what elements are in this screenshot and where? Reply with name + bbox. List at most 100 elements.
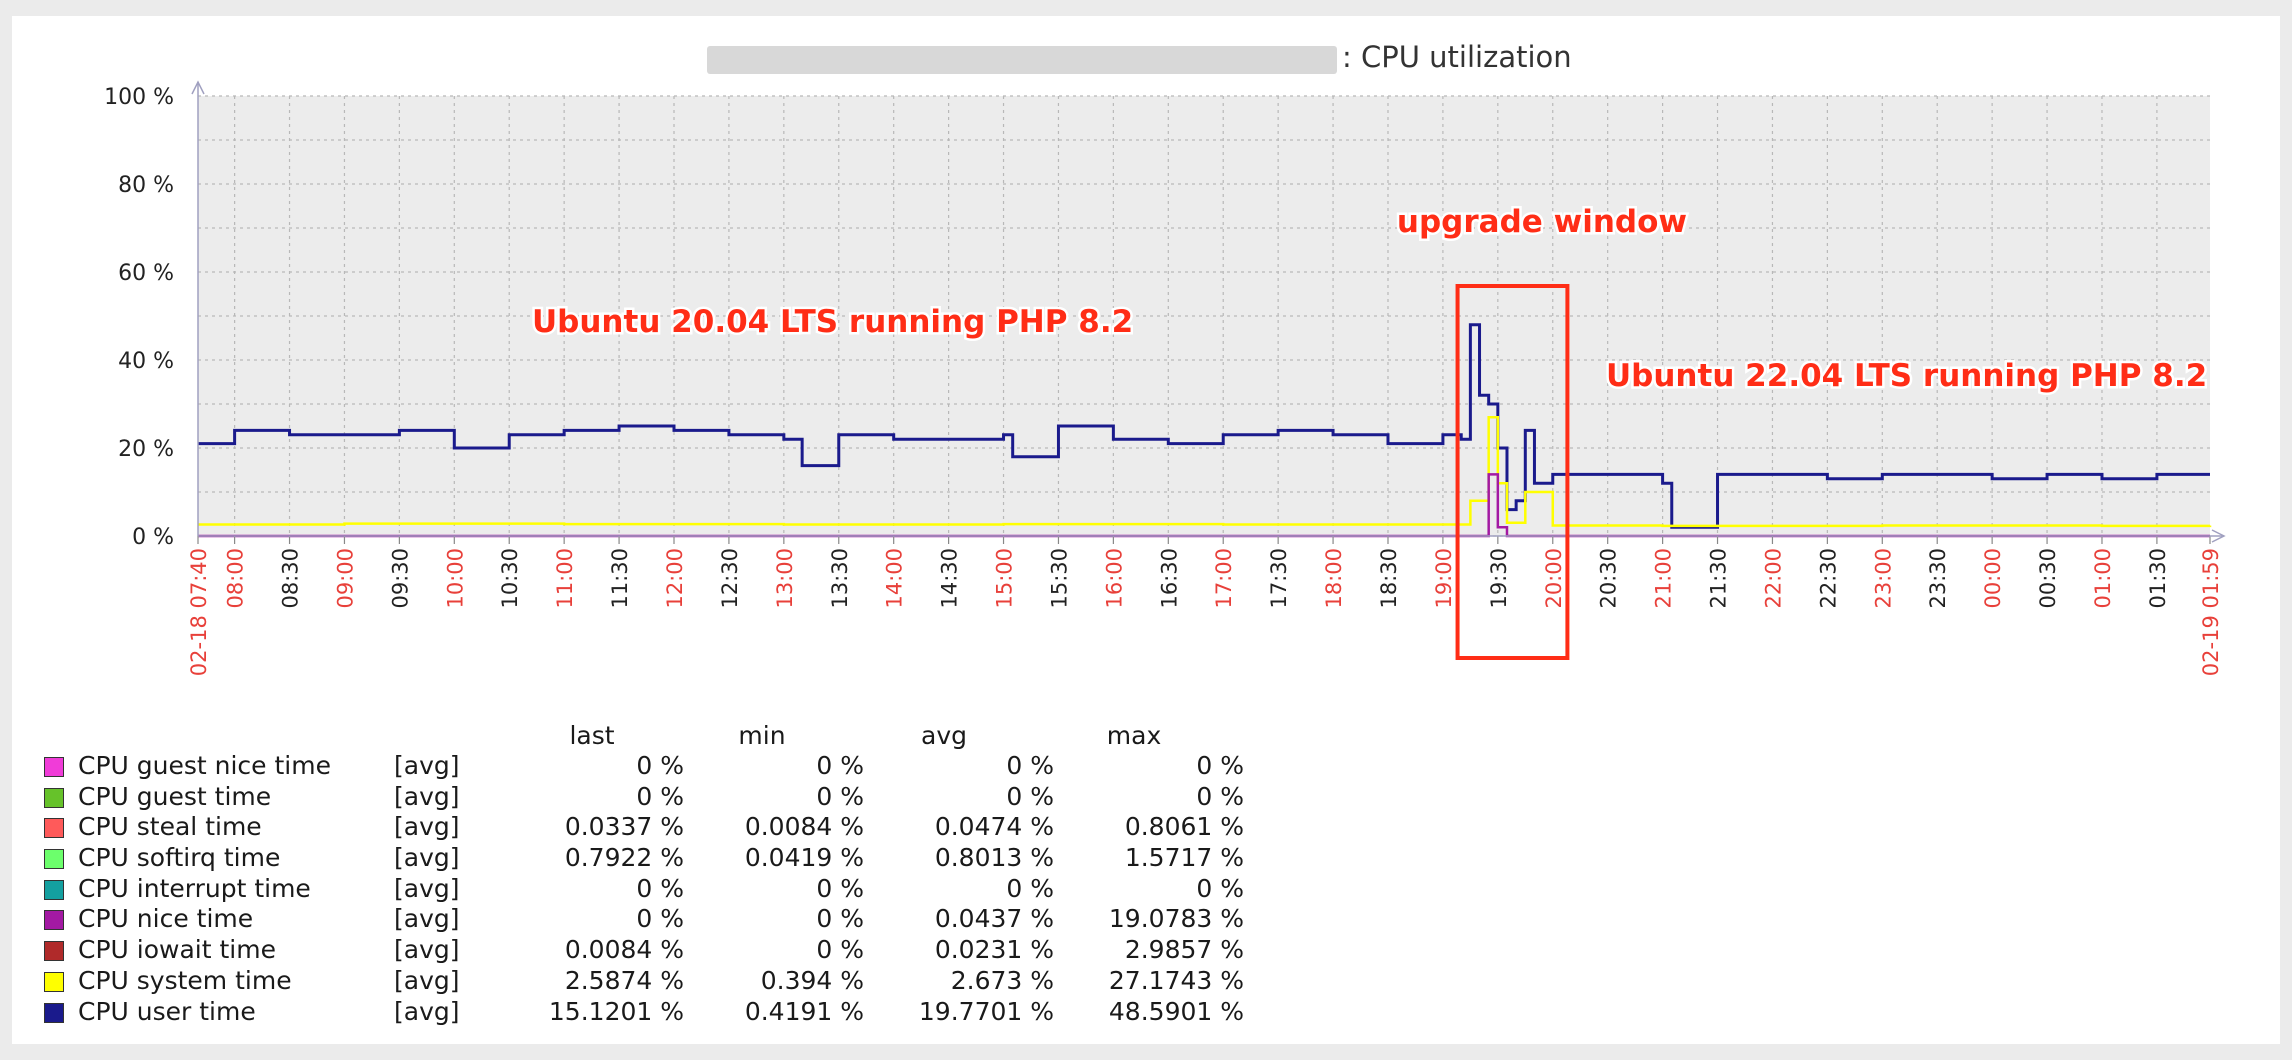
legend-series-name: CPU user time <box>78 996 256 1026</box>
legend-avg: 0.8013 % <box>934 843 1054 873</box>
legend-min: 0 % <box>816 904 864 934</box>
legend-min: 0.0084 % <box>744 812 864 842</box>
legend-header-avg: avg <box>921 721 967 750</box>
legend-row: CPU steal time [avg] 0.0337 % 0.0084 % 0.047… <box>44 812 1244 843</box>
x-tick-label: 12:30 <box>718 548 742 609</box>
legend-header-last: last <box>569 721 615 750</box>
legend-last: 2.5874 % <box>564 965 684 995</box>
legend-swatch <box>44 910 64 931</box>
legend-last: 0 % <box>636 904 684 934</box>
legend-function: [avg] <box>394 781 460 811</box>
legend-row: CPU nice time [avg] 0 % 0 % 0.0437 % 19.0783 … <box>44 904 1244 935</box>
x-tick-label: 01:30 <box>2146 548 2170 609</box>
x-tick-label: 11:00 <box>553 548 577 609</box>
y-tick-label: 0 % <box>132 525 174 550</box>
x-tick-label: 20:00 <box>1542 548 1566 609</box>
legend-series-name: CPU guest time <box>78 781 272 811</box>
legend-max: 0.8061 % <box>1124 812 1244 842</box>
x-tick-label: 08:00 <box>224 548 248 609</box>
x-tick-label: 00:00 <box>1981 548 2005 609</box>
legend-series-name: CPU interrupt time <box>78 873 311 903</box>
cpu-utilization-chart: 100 % 80 % 60 % 40 % 20 % 0 % 02-18 07:40 08:00… <box>104 40 2226 676</box>
annotation-label: Ubuntu 20.04 LTS running PHP 8.2 <box>532 304 1133 340</box>
legend-last: 0.0337 % <box>564 812 684 842</box>
annotation-label: upgrade window <box>1397 204 1687 240</box>
legend-min: 0 % <box>816 935 864 965</box>
legend-series-name: CPU system time <box>78 965 292 995</box>
legend-series-name: CPU softirq time <box>78 843 281 873</box>
legend-last: 0.0084 % <box>564 935 684 965</box>
y-tick-label: 40 % <box>118 349 174 374</box>
legend-function: [avg] <box>394 873 460 903</box>
x-tick-label: 02-19 01:59 <box>2199 548 2223 676</box>
legend-row: CPU guest nice time [avg] 0 % 0 % 0 % 0 % <box>44 751 1244 782</box>
legend-row: CPU guest time [avg] 0 % 0 % 0 % 0 % <box>44 782 1244 813</box>
legend-avg: 0 % <box>1006 751 1054 780</box>
legend-avg: 0.0474 % <box>934 812 1054 842</box>
legend-min: 0 % <box>816 781 864 811</box>
x-tick-label: 16:30 <box>1157 548 1181 609</box>
legend-max: 0 % <box>1196 751 1244 780</box>
legend-min: 0.394 % <box>760 965 864 995</box>
legend-function: [avg] <box>394 812 460 842</box>
x-tick-label: 09:00 <box>333 548 357 609</box>
legend-row: CPU softirq time [avg] 0.7922 % 0.0419 % 0.8… <box>44 843 1244 874</box>
x-tick-label: 22:30 <box>1816 548 1840 609</box>
series-line <box>198 323 2210 529</box>
legend-avg: 0 % <box>1006 781 1054 811</box>
x-tick-label: 16:00 <box>1102 548 1126 609</box>
x-tick-label: 23:00 <box>1871 548 1895 609</box>
legend-function: [avg] <box>394 996 460 1026</box>
x-tick-label: 15:00 <box>993 548 1017 609</box>
x-tick-label: 21:00 <box>1652 548 1676 609</box>
legend-avg: 0 % <box>1006 873 1054 903</box>
legend-header: last min avg max <box>44 721 1244 751</box>
x-tick-label: 17:00 <box>1212 548 1236 609</box>
x-tick-label: 13:30 <box>828 548 852 609</box>
upgrade-window-box <box>1455 284 1570 660</box>
x-tick-label: 11:30 <box>608 548 632 609</box>
legend-last: 0.7922 % <box>564 843 684 873</box>
legend-series-name: CPU steal time <box>78 812 262 842</box>
legend-last: 0 % <box>636 873 684 903</box>
legend-header-min: min <box>738 721 786 750</box>
x-tick-label: 21:30 <box>1707 548 1731 609</box>
chart-title: : CPU utilization <box>1342 40 1572 74</box>
legend-max: 27.1743 % <box>1108 965 1244 995</box>
legend-swatch <box>44 787 64 808</box>
legend-last: 15.1201 % <box>548 996 684 1026</box>
legend-function: [avg] <box>394 965 460 995</box>
x-tick-label: 00:30 <box>2036 548 2060 609</box>
legend-header-max: max <box>1106 721 1162 750</box>
legend-swatch <box>44 818 64 839</box>
legend-last: 0 % <box>636 781 684 811</box>
series-line <box>198 415 2212 528</box>
legend-min: 0 % <box>816 873 864 903</box>
x-tick-label: 22:00 <box>1761 548 1785 609</box>
legend-row: CPU system time [avg] 2.5874 % 0.394 % 2.673… <box>44 966 1244 997</box>
legend-swatch <box>44 941 64 962</box>
x-tick-label: 14:00 <box>883 548 907 609</box>
legend-max: 19.0783 % <box>1108 904 1244 934</box>
x-tick-label: 19:30 <box>1487 548 1511 609</box>
legend-last: 0 % <box>636 751 684 780</box>
legend-min: 0.0419 % <box>744 843 864 873</box>
legend-swatch <box>44 971 64 992</box>
x-tick-label: 18:00 <box>1322 548 1346 609</box>
legend-max: 48.5901 % <box>1108 996 1244 1026</box>
y-tick-label: 80 % <box>118 173 174 198</box>
legend-swatch <box>44 849 64 870</box>
legend-max: 0 % <box>1196 873 1244 903</box>
legend-row: CPU iowait time [avg] 0.0084 % 0 % 0.0231 % 2… <box>44 935 1244 966</box>
legend-avg: 0.0231 % <box>934 935 1054 965</box>
x-tick-label: 09:30 <box>388 548 412 609</box>
x-tick-label: 20:30 <box>1597 548 1621 609</box>
legend-function: [avg] <box>394 751 460 780</box>
legend-max: 1.5717 % <box>1124 843 1244 873</box>
legend-row: CPU interrupt time [avg] 0 % 0 % 0 % 0 % <box>44 874 1244 905</box>
annotation-label: Ubuntu 22.04 LTS running PHP 8.2 <box>1606 358 2207 394</box>
legend-function: [avg] <box>394 935 460 965</box>
x-tick-label: 19:00 <box>1432 548 1456 609</box>
legend-min: 0 % <box>816 751 864 780</box>
x-tick-label: 08:30 <box>279 548 303 609</box>
